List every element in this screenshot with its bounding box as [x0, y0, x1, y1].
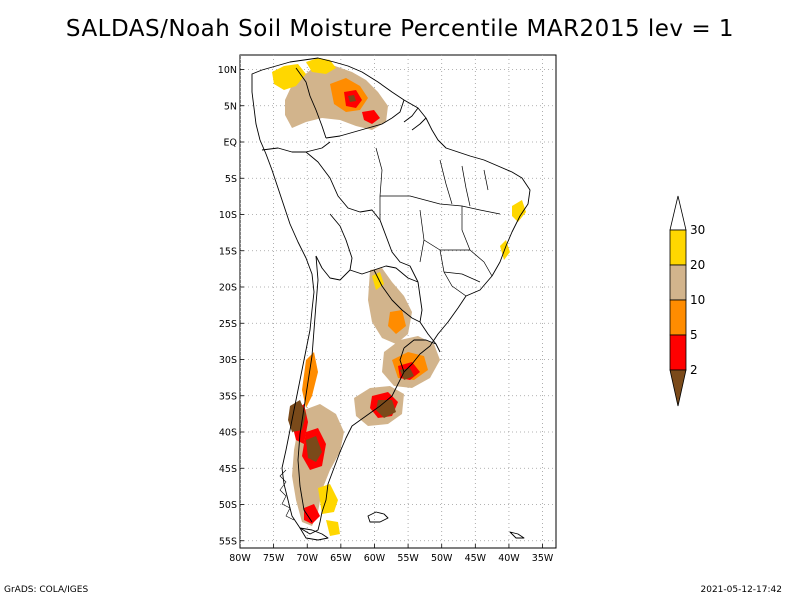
border-peru-brazil [305, 151, 361, 213]
falkland-islands [367, 511, 389, 523]
latitude-tick-labels: 10N 5N EQ 5S 10S 15S 20S 25S 30S 35S 40S 45S 50S 55S [218, 65, 244, 547]
border-colombia-venezuela [295, 67, 327, 139]
lat-tick-label-7: 25S [219, 319, 237, 330]
lon-tick-label-3: 65W [330, 553, 352, 564]
legend-swatch-2-5 [669, 334, 687, 371]
chile-fjords [279, 469, 295, 521]
lat-tick-label-1: 5N [224, 101, 237, 112]
lon-tick-label-4: 60W [364, 553, 386, 564]
shade-coast-ne [512, 200, 526, 222]
shade-patagonia-yellow2 [326, 520, 340, 536]
border-paraguay-brazil [417, 281, 423, 323]
brazil-states [375, 147, 501, 297]
color-legend: 2 5 10 20 30 [669, 195, 705, 407]
lon-tick-label-6: 50W [431, 553, 453, 564]
border-paraguay-argentina [373, 269, 421, 323]
legend-label-20: 20 [690, 258, 705, 272]
lat-tick-label-11: 45S [219, 464, 237, 475]
lat-tick-label-0: 10N [218, 65, 237, 76]
shade-north-yellow2 [306, 58, 336, 74]
lon-tick-label-1: 75W [263, 553, 285, 564]
border-chile-argentina [297, 255, 319, 523]
lat-tick-label-2: EQ [224, 138, 237, 149]
longitude-tick-labels: 80W 75W 70W 65W 60W 55W 50W 45W 40W 35W [229, 544, 554, 564]
lon-tick-label-7: 45W [465, 553, 487, 564]
lat-tick-label-8: 30S [219, 355, 237, 366]
border-brazil-bolivia [359, 209, 419, 283]
border-venezuela-brazil [325, 117, 393, 139]
south-america-coastline [251, 57, 531, 535]
footer-timestamp: 2021-05-12-17:42 [700, 585, 783, 595]
shade-buenosaires-brown [376, 400, 396, 418]
legend-label-2: 2 [690, 363, 698, 377]
lon-tick-label-5: 55W [397, 553, 419, 564]
lat-tick-label-13: 55S [219, 536, 237, 547]
lat-tick-label-3: 5S [225, 174, 237, 185]
tierra-del-fuego [299, 527, 329, 541]
border-chile-bolivia [315, 255, 351, 281]
border-guianas [391, 99, 427, 131]
lat-tick-label-6: 20S [219, 283, 237, 294]
lon-tick-label-8: 40W [498, 553, 520, 564]
shade-north-red2 [362, 110, 380, 124]
shade-tierra-red [304, 504, 320, 524]
chart-title: SALDAS/Noah Soil Moisture Percentile MAR… [65, 16, 735, 42]
lon-tick-label-0: 80W [229, 553, 251, 564]
legend-swatch-10-20 [669, 264, 687, 301]
lat-tick-label-10: 40S [219, 428, 237, 439]
legend-swatch-5-10 [669, 299, 687, 336]
coastlines [251, 57, 531, 541]
border-colombia-ecuador-peru [261, 141, 331, 153]
border-bolivia-paraguay [349, 265, 419, 283]
footer-credit: GrADS: COLA/IGES [4, 585, 89, 595]
lat-tick-label-4: 10S [219, 210, 237, 221]
lon-tick-label-2: 70W [296, 553, 318, 564]
legend-cap-bottom [669, 369, 687, 407]
border-peru-bolivia [329, 213, 353, 271]
shade-patagonia-brown [306, 436, 322, 462]
lat-tick-label-5: 15S [219, 246, 237, 257]
legend-swatch-20-30 [669, 229, 687, 266]
legend-cap-top [669, 195, 687, 231]
legend-label-5: 5 [690, 328, 698, 342]
shade-paraguay-orange [388, 310, 406, 334]
lat-tick-label-12: 50S [219, 500, 237, 511]
lon-tick-label-9: 35W [532, 553, 554, 564]
shade-patagonia-yellow [318, 484, 338, 514]
lat-tick-label-9: 35S [219, 391, 237, 402]
shade-coast-e [500, 240, 510, 260]
shade-paraguay-yellow [372, 272, 384, 290]
shade-north-brown [348, 95, 356, 102]
legend-label-30: 30 [690, 223, 705, 237]
south-georgia [509, 531, 525, 539]
border-argentina-brazil-uruguay [399, 321, 441, 373]
legend-label-10: 10 [690, 293, 705, 307]
